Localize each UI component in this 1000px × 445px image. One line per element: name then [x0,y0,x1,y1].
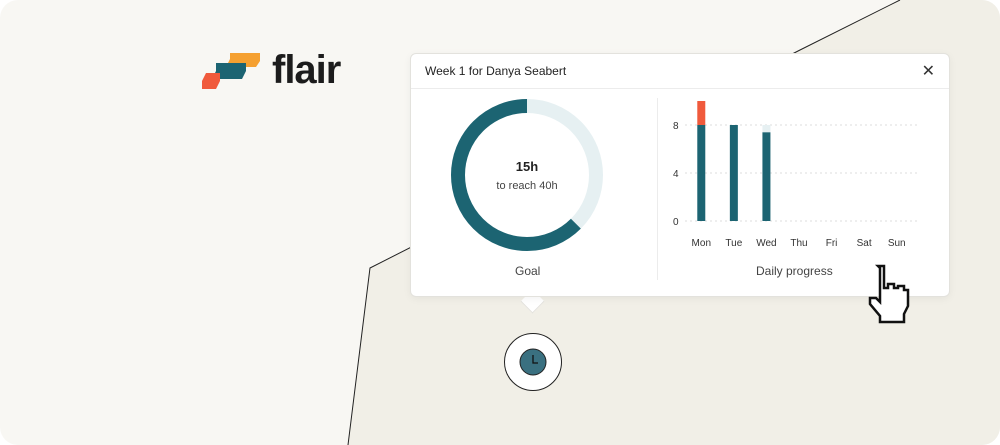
goal-label: Goal [515,264,541,278]
y-tick-label: 0 [673,217,679,228]
weekly-progress-popover: Week 1 for Danya Seabert ✕ 15h to reach … [410,53,950,297]
bar-wed-0 [762,132,771,221]
x-tick-label: Sat [857,238,872,249]
divider [657,98,658,280]
clock-button[interactable] [504,333,562,391]
flair-logo: flair [200,48,341,93]
bar-mon-1 [697,101,706,125]
x-tick-label: Thu [790,238,807,249]
popover-header: Week 1 for Danya Seabert ✕ [411,54,949,89]
hours-left: 15h [515,158,539,174]
bar-tue-0 [729,125,738,221]
x-tick-label: Tue [725,238,742,249]
goal-donut-chart [451,99,603,251]
x-tick-label: Wed [756,238,776,249]
daily-progress-chart: 0 4 8 Mon Tue Wed Thu Fri Sat Sun [673,101,917,249]
flair-logo-mark-icon [202,52,260,89]
close-icon[interactable]: ✕ [921,63,935,80]
y-tick-label: 8 [673,121,679,132]
bar-wed-2 [762,125,771,133]
chart-label: Daily progress [756,264,833,278]
x-tick-label: Fri [826,238,838,249]
x-tick-label: Mon [692,238,711,249]
brand-name: flair [272,48,341,92]
clock-icon [519,348,547,376]
y-tick-label: 4 [673,169,679,180]
hand-pointer-icon [868,264,910,324]
bar-mon-0 [697,125,706,221]
goal-donut: 15h to reach 40h [449,97,605,258]
goal-subtitle: to reach 40h [496,179,558,192]
popover-title: Week 1 for Danya Seabert [425,64,567,78]
donut-progress [451,99,603,251]
x-tick-label: Sun [888,238,906,249]
